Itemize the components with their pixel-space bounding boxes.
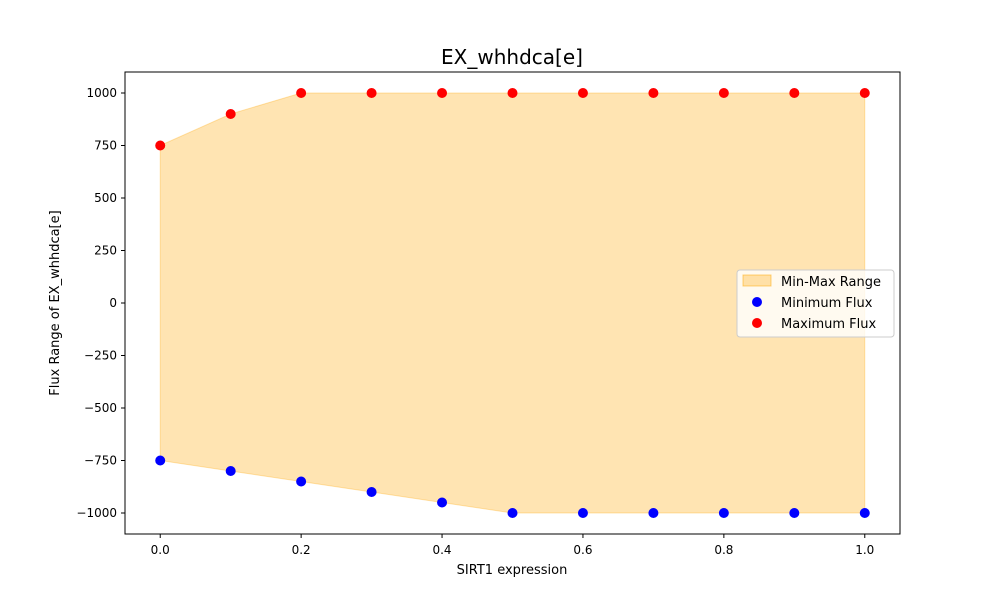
minimum-flux-point	[296, 476, 307, 487]
minimum-flux-point	[437, 497, 448, 508]
maximum-flux-point	[859, 88, 870, 98]
y-tick-label: 0	[109, 296, 117, 310]
y-tick-label: −500	[84, 401, 117, 415]
legend-swatch-min-max-range	[742, 274, 772, 287]
maximum-flux-point	[507, 88, 518, 98]
points-layer	[155, 88, 870, 518]
maximum-flux-point	[366, 88, 377, 98]
y-tick-label: −1000	[76, 506, 117, 520]
x-tick-label: 0.8	[714, 543, 733, 557]
x-axis-label: SIRT1 expression	[457, 563, 568, 578]
maximum-flux-point	[225, 109, 236, 119]
maximum-flux-point	[789, 88, 800, 98]
legend-label-maximum-flux: Maximum Flux	[781, 317, 877, 332]
y-tick-label: −250	[84, 349, 117, 363]
minimum-flux-point	[648, 508, 659, 518]
x-tick-label: 0.6	[573, 543, 592, 557]
legend-marker-maximum-flux	[752, 318, 762, 328]
minimum-flux-point	[577, 508, 588, 518]
maximum-flux-point	[718, 88, 729, 98]
maximum-flux-point	[437, 88, 448, 98]
x-tick-label: 0.4	[432, 543, 451, 557]
minimum-flux-point	[225, 466, 236, 476]
legend-label-min-max-range: Min-Max Range	[781, 275, 881, 290]
x-tick-label: 0.2	[292, 543, 311, 557]
legend-label-minimum-flux: Minimum Flux	[781, 296, 873, 311]
x-axis: 0.0 0.2 0.4 0.6 0.8 1.0	[151, 534, 874, 557]
legend-box	[736, 269, 895, 338]
y-tick-label: −750	[84, 454, 117, 468]
maximum-flux-point	[648, 88, 659, 98]
x-tick-label: 0.0	[151, 543, 170, 557]
y-axis: −1000 −750 −500 −250 0 250 500 750 1000	[76, 86, 125, 520]
legend-marker-minimum-flux	[752, 297, 762, 307]
y-tick-label: 250	[94, 244, 117, 258]
minimum-flux-point	[366, 487, 377, 497]
x-tick-label: 1.0	[855, 543, 874, 557]
minimum-flux-point	[155, 455, 166, 466]
minimum-flux-point	[789, 508, 800, 518]
minimum-flux-point	[507, 508, 518, 518]
minimum-flux-point	[718, 508, 729, 518]
y-axis-label: Flux Range of EX_whhdca[e]	[48, 210, 63, 395]
maximum-flux-point	[577, 88, 588, 98]
chart-title: EX_whhdca[e]	[441, 45, 583, 69]
minimum-flux-point	[859, 508, 870, 518]
y-tick-label: 750	[94, 139, 117, 153]
legend: Min-Max Range Minimum Flux Maximum Flux	[736, 269, 895, 338]
maximum-flux-point	[155, 140, 166, 151]
y-tick-label: 500	[94, 191, 117, 205]
maximum-flux-point	[296, 88, 307, 98]
y-tick-label: 1000	[86, 86, 117, 100]
